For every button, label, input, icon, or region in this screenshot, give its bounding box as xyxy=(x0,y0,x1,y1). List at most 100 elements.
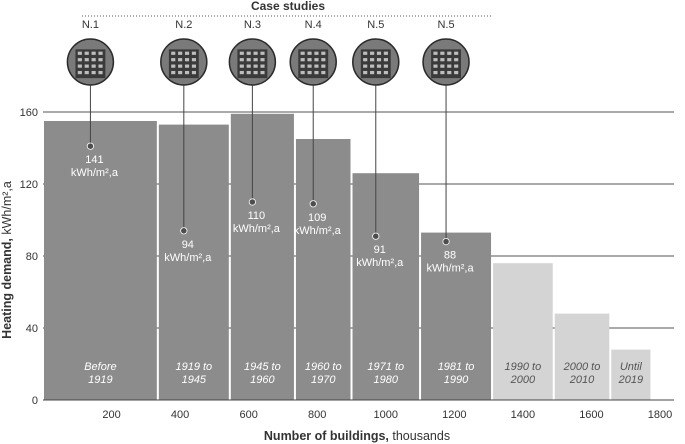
chart-title: Case studies xyxy=(251,0,325,13)
case-study-label: N.2 xyxy=(175,19,192,31)
building-window xyxy=(433,70,438,75)
building-window xyxy=(91,51,96,55)
case-study-label: N.5 xyxy=(367,19,384,31)
building-window xyxy=(171,70,176,75)
building-window xyxy=(433,51,438,55)
building-window xyxy=(178,58,183,62)
building-window xyxy=(191,64,197,68)
demand-unit-label: kWh/m²,a xyxy=(233,223,281,235)
building-window xyxy=(447,58,452,62)
y-tick-label: 0 xyxy=(32,395,38,407)
building-photo-icon xyxy=(66,38,115,86)
building-window xyxy=(376,51,382,55)
building-window xyxy=(440,64,445,68)
period-label: 1960 to xyxy=(305,361,342,373)
demand-value-label: 94 xyxy=(182,239,194,251)
demand-unit-label: kWh/m²,a xyxy=(71,167,119,179)
value-marker xyxy=(180,227,188,235)
building-window xyxy=(440,58,445,62)
building-window xyxy=(383,64,388,68)
building-window xyxy=(98,70,103,75)
x-tick-label: 1000 xyxy=(374,409,398,421)
building-window xyxy=(376,58,382,62)
period-label: 1945 to xyxy=(244,361,281,373)
building-photo-icon xyxy=(289,38,337,86)
period-label: 1990 xyxy=(444,374,469,386)
building-window xyxy=(77,51,82,55)
building-window xyxy=(440,51,445,55)
building-window xyxy=(321,70,326,75)
demand-value-label: 88 xyxy=(444,250,456,262)
building-photo-icon xyxy=(352,38,400,86)
building-window xyxy=(321,51,326,55)
axes: 0 40 80 120 160 200 400 600 800 1000 1200 1400 1600 1… xyxy=(20,107,674,421)
value-marker xyxy=(309,200,317,208)
period-label: 2010 xyxy=(569,374,595,386)
demand-unit-label: kWh/m²,a xyxy=(356,257,404,269)
case-study-label: N.1 xyxy=(82,19,99,31)
building-window xyxy=(246,64,251,68)
building-window xyxy=(178,64,183,68)
building-window xyxy=(178,70,183,75)
building-window xyxy=(383,58,388,62)
x-tick-label: 600 xyxy=(239,409,257,421)
demand-unit-label: kWh/m²,a xyxy=(164,252,212,264)
building-window xyxy=(84,70,89,75)
building-window xyxy=(370,58,375,62)
building-window xyxy=(171,64,176,68)
x-tick-label: 400 xyxy=(171,409,189,421)
building-window xyxy=(184,64,190,68)
x-axis-title: Number of buildings, thousands xyxy=(264,429,450,443)
building-window xyxy=(321,64,326,68)
building-window xyxy=(171,51,176,55)
bar xyxy=(611,349,651,400)
building-window xyxy=(433,58,438,62)
building-window xyxy=(239,58,244,62)
building-window xyxy=(191,51,197,55)
building-photo-icon xyxy=(228,38,277,86)
bar xyxy=(295,139,351,400)
building-window xyxy=(171,58,176,62)
case-study-label: N.4 xyxy=(305,19,322,31)
period-label: 1971 to xyxy=(367,361,404,373)
case-study-label: N.3 xyxy=(244,19,261,31)
bar xyxy=(230,113,294,401)
building-window xyxy=(184,58,190,62)
period-label: 1919 xyxy=(88,374,112,386)
building-photo-icon xyxy=(422,38,470,86)
building-window xyxy=(314,64,319,68)
building-window xyxy=(239,64,244,68)
building-window xyxy=(363,58,368,62)
building-window xyxy=(383,70,388,75)
building-window xyxy=(253,64,258,68)
demand-value-label: 141 xyxy=(85,154,103,166)
building-window xyxy=(454,64,459,68)
case-studies: N.1141kWh/m²,aN.294kWh/m²,aN.3110kWh/m²,… xyxy=(66,19,475,275)
building-window xyxy=(91,58,96,62)
building-window xyxy=(246,70,251,75)
demand-unit-label: kWh/m²,a xyxy=(427,263,475,275)
x-tick-label: 1600 xyxy=(579,409,603,421)
building-window xyxy=(77,58,82,62)
building-window xyxy=(440,70,445,75)
building-window xyxy=(447,64,452,68)
building-window xyxy=(84,58,89,62)
building-window xyxy=(84,51,89,55)
building-window xyxy=(376,70,382,75)
demand-value-label: 91 xyxy=(374,244,386,256)
demand-value-label: 110 xyxy=(248,210,266,222)
bar xyxy=(493,263,553,400)
building-window xyxy=(246,51,251,55)
building-window xyxy=(77,70,82,75)
x-tick-label: 200 xyxy=(102,409,120,421)
x-tick-label: 800 xyxy=(308,409,326,421)
building-window xyxy=(433,64,438,68)
building-window xyxy=(363,51,368,55)
building-window xyxy=(370,64,375,68)
building-window xyxy=(84,64,89,68)
building-window xyxy=(91,64,96,68)
building-window xyxy=(253,70,258,75)
building-window xyxy=(91,70,96,75)
building-window xyxy=(376,64,382,68)
